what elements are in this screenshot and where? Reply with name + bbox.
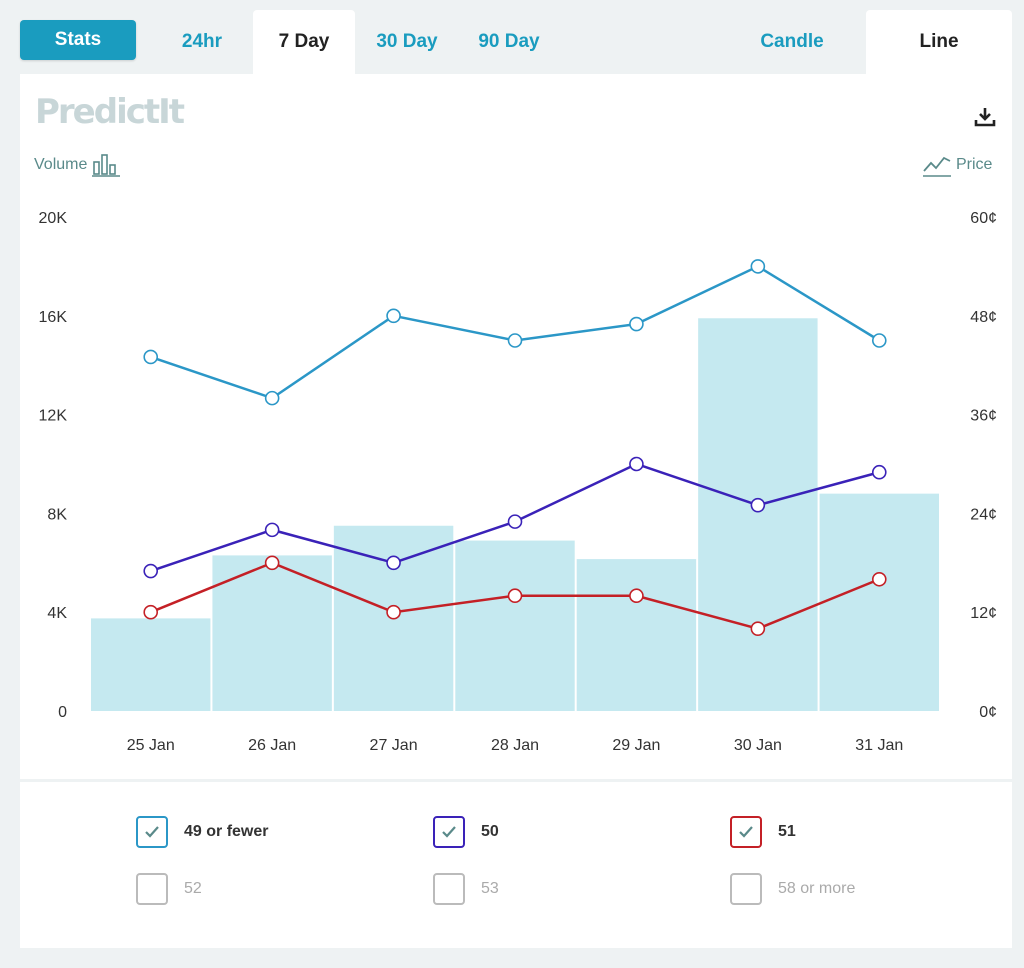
- tab-30day[interactable]: 30 Day: [376, 31, 438, 52]
- legend-item-1[interactable]: 49 or fewer: [136, 816, 268, 848]
- line-chart-icon: [923, 156, 951, 177]
- checkbox-unchecked[interactable]: [136, 873, 168, 905]
- legend-item-2[interactable]: 50: [433, 816, 499, 848]
- tab-90day[interactable]: 90 Day: [478, 31, 540, 52]
- series-legend: 49 or fewer 50 51 52 53 58 or more: [20, 782, 1012, 948]
- legend-item-4[interactable]: 52: [136, 873, 202, 905]
- series-2-point: [386, 555, 401, 571]
- checkbox-checked[interactable]: [433, 816, 465, 848]
- download-icon[interactable]: [972, 104, 998, 130]
- chart-panel: PredictIt Volume Price 0 4K 8K 12K 16K 20K 0¢ 1…: [20, 74, 1012, 779]
- series-3-point: [143, 604, 159, 620]
- range-tab-bar: Stats 24hr 7 Day 30 Day 90 Day Candle Li…: [20, 10, 1012, 74]
- tab-7day[interactable]: 7 Day: [253, 10, 355, 74]
- series-3-point: [264, 555, 280, 571]
- stats-button[interactable]: Stats: [20, 20, 136, 60]
- tab-candle[interactable]: Candle: [760, 31, 824, 52]
- check-icon: [739, 826, 753, 838]
- check-icon: [145, 826, 159, 838]
- predictit-logo: PredictIt: [35, 92, 185, 132]
- legend-item-6[interactable]: 58 or more: [730, 873, 855, 905]
- legend-label: 50: [481, 823, 499, 840]
- price-tick-label: 12¢: [970, 605, 997, 622]
- bar-chart-icon: [92, 154, 121, 177]
- volume-bar-1: [91, 618, 211, 711]
- legend-label: 49 or fewer: [184, 823, 269, 840]
- x-tick-label: 26 Jan: [248, 737, 296, 754]
- series-3-point: [629, 588, 644, 604]
- x-tick-label: 25 Jan: [127, 737, 175, 754]
- series-1-point: [264, 390, 280, 406]
- series-2-point: [871, 464, 887, 480]
- series-1-point: [143, 349, 159, 365]
- legend-item-5[interactable]: 53: [433, 873, 499, 905]
- x-tick-label: 27 Jan: [370, 737, 418, 754]
- volume-tick-label: 16K: [39, 309, 68, 326]
- series-3-point: [750, 621, 766, 636]
- volume-axis-title: Volume: [34, 152, 121, 178]
- price-tick-label: 48¢: [970, 309, 997, 326]
- legend-label: 53: [481, 880, 499, 897]
- series-2-point: [507, 514, 523, 529]
- volume-bar-5: [576, 559, 697, 711]
- volume-bar-2: [212, 555, 332, 711]
- volume-tick-label: 4K: [47, 605, 67, 622]
- legend-item-3[interactable]: 51: [730, 816, 796, 848]
- price-axis-label: Price: [956, 156, 993, 173]
- checkbox-checked[interactable]: [136, 816, 168, 848]
- x-tick-label: 29 Jan: [612, 737, 660, 754]
- checkbox-unchecked[interactable]: [730, 873, 762, 905]
- volume-tick-label: 12K: [39, 408, 68, 425]
- series-2-point: [264, 522, 280, 538]
- legend-label: 58 or more: [778, 880, 856, 897]
- series-1-point: [386, 308, 401, 324]
- volume-bar-7: [819, 493, 939, 711]
- price-tick-label: 0¢: [979, 704, 997, 721]
- series-2-point: [629, 456, 644, 472]
- checkbox-unchecked[interactable]: [433, 873, 465, 905]
- price-volume-chart: 0 4K 8K 12K 16K 20K 0¢ 12¢ 24¢ 36¢ 48¢ 60¢ 25 Jan 26 …: [39, 210, 997, 754]
- check-icon: [442, 826, 456, 838]
- x-tick-label: 28 Jan: [491, 737, 539, 754]
- series-1-point: [507, 333, 523, 348]
- price-tick-label: 24¢: [970, 506, 997, 523]
- price-tick-label: 36¢: [970, 408, 997, 425]
- volume-tick-label: 8K: [47, 506, 67, 523]
- series-2-point: [750, 497, 766, 513]
- price-tick-label: 60¢: [970, 210, 997, 227]
- x-tick-label: 30 Jan: [734, 737, 782, 754]
- series-3-point: [871, 571, 887, 587]
- volume-tick-label: 0: [58, 704, 67, 721]
- x-tick-label: 31 Jan: [855, 737, 903, 754]
- series-3-point: [507, 588, 523, 604]
- tab-24hr[interactable]: 24hr: [181, 31, 223, 52]
- volume-bar-4: [455, 540, 575, 711]
- checkbox-checked[interactable]: [730, 816, 762, 848]
- volume-tick-label: 20K: [39, 210, 68, 227]
- series-1-point: [629, 316, 644, 332]
- tab-line[interactable]: Line: [866, 10, 1012, 74]
- series-3-point: [386, 604, 401, 620]
- series-2-point: [143, 563, 159, 579]
- legend-label: 52: [184, 880, 202, 897]
- series-1-point: [750, 259, 766, 274]
- legend-label: 51: [778, 823, 796, 840]
- volume-bar-6: [698, 318, 818, 711]
- series-1-point: [871, 333, 887, 348]
- price-axis-title: Price: [922, 152, 992, 178]
- volume-axis-label: Volume: [34, 156, 88, 173]
